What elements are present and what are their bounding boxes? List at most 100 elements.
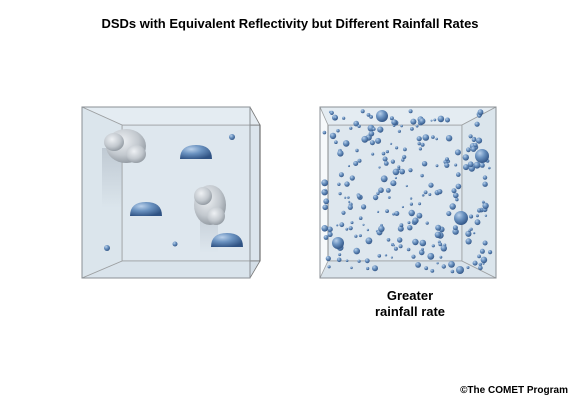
small-raindrop: [445, 135, 453, 142]
small-raindrop: [391, 119, 398, 126]
small-raindrop: [436, 262, 439, 265]
small-raindrop: [390, 142, 393, 145]
small-raindrop: [407, 225, 413, 231]
page-title: DSDs with Equivalent Reflectivity but Di…: [101, 16, 479, 31]
small-raindrop: [336, 257, 342, 263]
small-raindrop: [482, 175, 488, 180]
small-raindrop: [472, 260, 478, 266]
small-raindrop: [482, 202, 489, 209]
small-raindrop: [349, 126, 353, 130]
small-raindrop: [473, 232, 476, 235]
small-raindrop: [428, 193, 432, 196]
small-raindrop: [390, 159, 395, 164]
small-raindrop: [420, 173, 424, 178]
small-raindrop: [444, 162, 450, 168]
small-raindrop: [418, 202, 422, 206]
small-raindrop: [466, 147, 471, 153]
small-raindrop: [450, 269, 455, 274]
small-raindrop: [430, 269, 435, 273]
small-raindrop: [482, 240, 488, 246]
small-raindrop: [430, 119, 433, 122]
small-raindrop: [322, 204, 328, 211]
small-raindrop: [397, 129, 401, 133]
small-raindrop: [369, 140, 375, 146]
medium-raindrop: [456, 266, 464, 274]
small-raindrop: [375, 137, 382, 144]
small-raindrop: [463, 164, 469, 171]
small-raindrop: [338, 172, 344, 178]
small-raindrop: [418, 147, 422, 151]
small-raindrop: [393, 244, 395, 247]
small-raindrop: [478, 262, 482, 267]
small-raindrop: [353, 247, 360, 255]
small-raindrop: [477, 254, 481, 259]
small-raindrop: [344, 181, 350, 187]
small-raindrop: [329, 110, 334, 115]
small-raindrop: [435, 137, 438, 141]
small-raindrop: [229, 134, 235, 140]
small-raindrop: [358, 216, 363, 220]
small-raindrop: [466, 266, 470, 269]
small-raindrop: [409, 197, 413, 200]
small-raindrop: [390, 256, 393, 259]
small-raindrop: [445, 117, 450, 123]
medium-raindrop: [332, 237, 344, 249]
small-raindrop: [427, 252, 435, 260]
small-raindrop: [435, 224, 442, 231]
small-raindrop: [104, 245, 110, 251]
small-raindrop: [406, 247, 411, 252]
small-raindrop: [337, 150, 344, 157]
small-raindrop: [347, 204, 353, 210]
small-raindrop: [421, 161, 428, 167]
small-raindrop: [420, 142, 425, 147]
small-raindrop: [468, 229, 471, 232]
small-raindrop: [358, 234, 362, 238]
small-raindrop: [467, 161, 474, 168]
small-raindrop: [408, 209, 415, 217]
small-raindrop: [397, 165, 401, 169]
small-raindrop: [474, 121, 480, 127]
small-raindrop: [478, 265, 483, 271]
small-raindrop: [454, 149, 461, 156]
small-raindrop: [385, 209, 389, 213]
small-raindrop: [336, 224, 339, 227]
small-raindrop: [417, 141, 421, 146]
small-raindrop: [445, 157, 449, 162]
small-raindrop: [348, 200, 351, 203]
small-raindrop: [424, 266, 429, 271]
small-raindrop: [327, 265, 331, 269]
small-raindrop: [386, 238, 391, 242]
small-raindrop: [471, 137, 477, 142]
small-raindrop: [327, 231, 333, 237]
small-raindrop: [415, 124, 419, 128]
small-raindrop: [377, 254, 382, 258]
small-raindrop: [479, 248, 485, 254]
small-raindrop: [338, 192, 342, 196]
small-raindrop: [369, 239, 372, 242]
small-raindrop: [325, 255, 331, 262]
small-raindrop: [454, 163, 458, 167]
small-raindrop: [337, 182, 341, 186]
small-raindrop: [465, 238, 472, 245]
small-raindrop: [378, 225, 385, 232]
small-raindrop: [385, 150, 389, 154]
small-raindrop: [353, 161, 359, 166]
small-raindrop: [387, 196, 391, 199]
small-raindrop: [372, 265, 378, 272]
small-raindrop: [446, 211, 452, 217]
small-raindrop: [342, 140, 350, 147]
small-raindrop: [372, 127, 376, 131]
small-raindrop: [434, 231, 442, 238]
small-raindrop: [425, 221, 429, 225]
small-raindrop: [409, 202, 413, 206]
small-raindrop: [416, 136, 422, 142]
small-raindrop: [366, 113, 371, 117]
small-raindrop: [438, 242, 443, 247]
box-front-face: [319, 106, 497, 279]
small-raindrop: [390, 180, 397, 187]
small-raindrop: [469, 214, 474, 219]
small-raindrop: [357, 259, 361, 263]
small-raindrop: [411, 254, 416, 259]
small-raindrop: [371, 152, 375, 156]
small-raindrop: [477, 208, 482, 213]
